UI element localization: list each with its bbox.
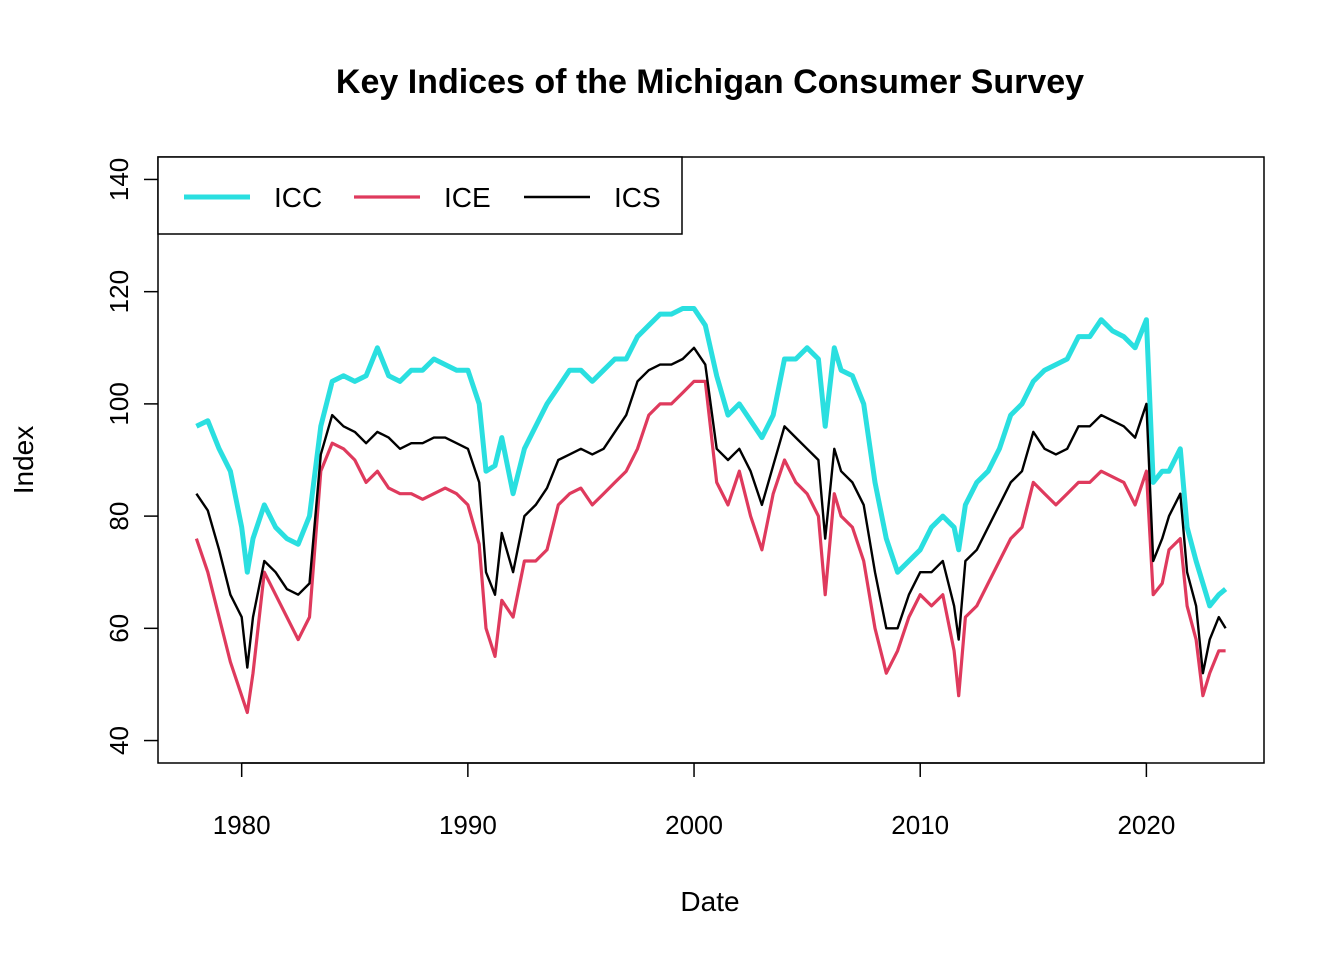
y-tick-label: 80 (104, 502, 134, 531)
legend: ICC ICE ICS (158, 157, 682, 234)
y-tick-label-group: 140 (104, 158, 134, 201)
y-tick-label-group: 80 (104, 502, 134, 531)
y-tick-label: 100 (104, 382, 134, 425)
series-layer (196, 309, 1225, 713)
y-tick-label-group: 100 (104, 382, 134, 425)
y-tick-label-group: 60 (104, 614, 134, 643)
legend-label-ice: ICE (444, 182, 491, 213)
series-line-ics (196, 348, 1225, 673)
x-axis-label: Date (680, 886, 739, 917)
y-axis-label: Index (8, 426, 39, 495)
legend-label-ics: ICS (614, 182, 661, 213)
x-tick-label: 2010 (891, 810, 949, 840)
x-tick-label: 2000 (665, 810, 723, 840)
y-tick-label: 60 (104, 614, 134, 643)
y-tick-label-group: 40 (104, 726, 134, 755)
y-tick-label: 140 (104, 158, 134, 201)
chart-title: Key Indices of the Michigan Consumer Sur… (336, 63, 1084, 101)
y-tick-label-group: 120 (104, 270, 134, 313)
legend-label-icc: ICC (274, 182, 322, 213)
y-tick-label: 40 (104, 726, 134, 755)
x-tick-label: 1980 (213, 810, 271, 840)
x-tick-label: 1990 (439, 810, 497, 840)
axes-layer: 1980 1990 2000 2010 2020 40 60 80 100 120 140 (104, 158, 1175, 840)
y-tick-label: 120 (104, 270, 134, 313)
x-tick-label: 2020 (1117, 810, 1175, 840)
